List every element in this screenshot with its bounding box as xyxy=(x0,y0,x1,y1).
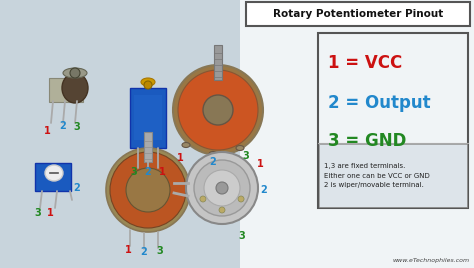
Text: 1: 1 xyxy=(177,153,183,163)
Text: 1: 1 xyxy=(125,245,131,255)
FancyBboxPatch shape xyxy=(319,144,467,207)
Bar xyxy=(240,0,474,268)
FancyBboxPatch shape xyxy=(49,78,83,102)
Circle shape xyxy=(106,148,190,232)
Text: www.eTechnophiles.com: www.eTechnophiles.com xyxy=(393,258,470,263)
Text: 1: 1 xyxy=(44,126,50,136)
Text: 3: 3 xyxy=(131,167,137,177)
Text: 2: 2 xyxy=(261,185,267,195)
Circle shape xyxy=(219,207,225,213)
Circle shape xyxy=(216,182,228,194)
Text: 1: 1 xyxy=(256,159,264,169)
Text: 3: 3 xyxy=(73,122,81,132)
Text: 1: 1 xyxy=(159,167,165,177)
Circle shape xyxy=(186,152,258,224)
Ellipse shape xyxy=(182,143,190,147)
Text: 2 = Output: 2 = Output xyxy=(328,94,430,112)
Circle shape xyxy=(178,70,258,150)
Ellipse shape xyxy=(62,73,88,103)
Circle shape xyxy=(110,152,186,228)
Text: 1 = VCC: 1 = VCC xyxy=(328,54,402,72)
Circle shape xyxy=(238,196,244,202)
Text: 1: 1 xyxy=(46,208,54,218)
FancyBboxPatch shape xyxy=(214,45,222,80)
Text: 3: 3 xyxy=(35,208,41,218)
Circle shape xyxy=(70,68,80,78)
FancyBboxPatch shape xyxy=(130,88,166,148)
Text: 3 = GND: 3 = GND xyxy=(328,132,406,150)
Ellipse shape xyxy=(209,151,217,157)
Text: 1,3 are fixed terminals.
Either one can be VCC or GND
2 is wiper/movable termina: 1,3 are fixed terminals. Either one can … xyxy=(324,163,430,188)
Text: 3: 3 xyxy=(238,231,246,241)
Ellipse shape xyxy=(45,165,63,181)
Text: 2: 2 xyxy=(145,167,151,177)
Text: Rotary Potentiometer Pinout: Rotary Potentiometer Pinout xyxy=(273,9,443,19)
Ellipse shape xyxy=(63,68,87,78)
Ellipse shape xyxy=(141,78,155,86)
Circle shape xyxy=(203,95,233,125)
Circle shape xyxy=(200,196,206,202)
Ellipse shape xyxy=(236,146,244,151)
Text: 2: 2 xyxy=(141,247,147,257)
Circle shape xyxy=(204,170,240,206)
Circle shape xyxy=(144,81,152,89)
Text: 2: 2 xyxy=(210,157,216,167)
Text: 3: 3 xyxy=(156,246,164,256)
Circle shape xyxy=(194,160,250,216)
FancyBboxPatch shape xyxy=(134,95,162,140)
Circle shape xyxy=(173,65,263,155)
FancyBboxPatch shape xyxy=(35,163,71,191)
FancyBboxPatch shape xyxy=(318,33,468,208)
FancyBboxPatch shape xyxy=(246,2,470,26)
Circle shape xyxy=(126,168,170,212)
Text: 2: 2 xyxy=(60,121,66,131)
FancyBboxPatch shape xyxy=(144,132,152,162)
Text: 2: 2 xyxy=(73,183,81,193)
Text: 3: 3 xyxy=(243,151,249,161)
